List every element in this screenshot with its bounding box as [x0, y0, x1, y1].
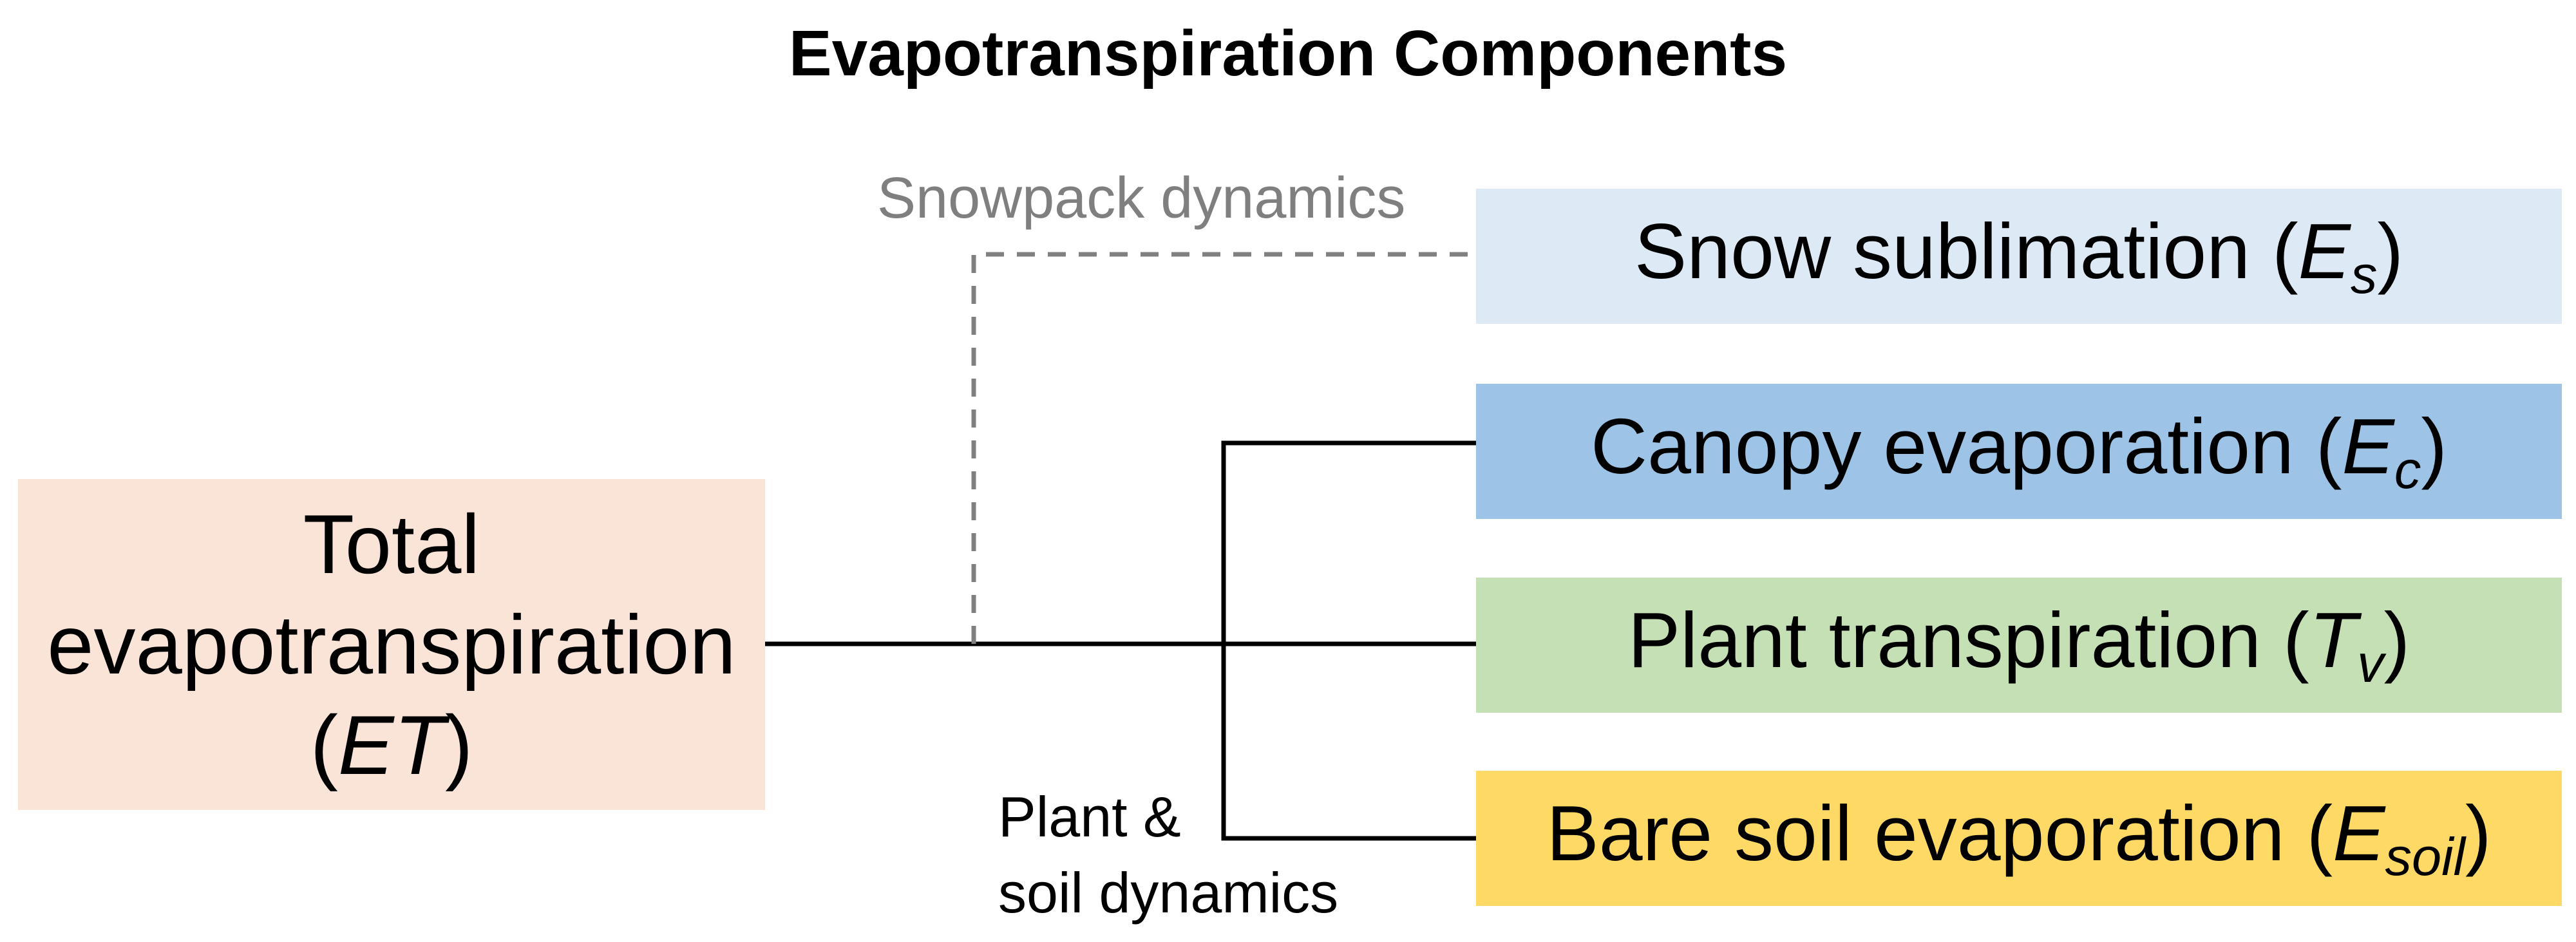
- snow-sublimation-label: Snow sublimation (Es): [1634, 207, 2404, 305]
- snowpack-branch-line: [971, 252, 1476, 644]
- plant-transpiration-label: Plant transpiration (Tv): [1627, 596, 2410, 694]
- snow-sublimation-box: Snow sublimation (Es): [1476, 189, 2562, 324]
- bare-soil-evaporation-label: Bare soil evaporation (Esoil): [1546, 789, 2492, 887]
- total-et-line2: evapotranspiration: [47, 598, 736, 692]
- diagram-title: Evapotranspiration Components: [788, 17, 1788, 89]
- total-et-line1: Total: [303, 497, 480, 591]
- plant-soil-branch-line: [1221, 440, 1476, 841]
- total-et-box: Total evapotranspiration (ET): [18, 479, 765, 810]
- bare-soil-evaporation-box: Bare soil evaporation (Esoil): [1476, 771, 2562, 906]
- snowpack-dynamics-label: Snowpack dynamics: [877, 166, 1406, 231]
- plant-soil-dynamics-label: Plant & soil dynamics: [998, 779, 1338, 931]
- plant-transpiration-box: Plant transpiration (Tv): [1476, 578, 2562, 713]
- canopy-evaporation-label: Canopy evaporation (Ec): [1590, 402, 2448, 500]
- canopy-evaporation-box: Canopy evaporation (Ec): [1476, 384, 2562, 519]
- total-et-symbol: (ET): [310, 698, 473, 792]
- plant-soil-label-line2: soil dynamics: [998, 861, 1339, 925]
- plant-soil-label-line1: Plant &: [998, 785, 1181, 849]
